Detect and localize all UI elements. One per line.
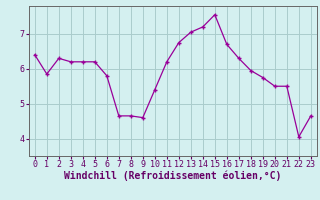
X-axis label: Windchill (Refroidissement éolien,°C): Windchill (Refroidissement éolien,°C) <box>64 171 282 181</box>
